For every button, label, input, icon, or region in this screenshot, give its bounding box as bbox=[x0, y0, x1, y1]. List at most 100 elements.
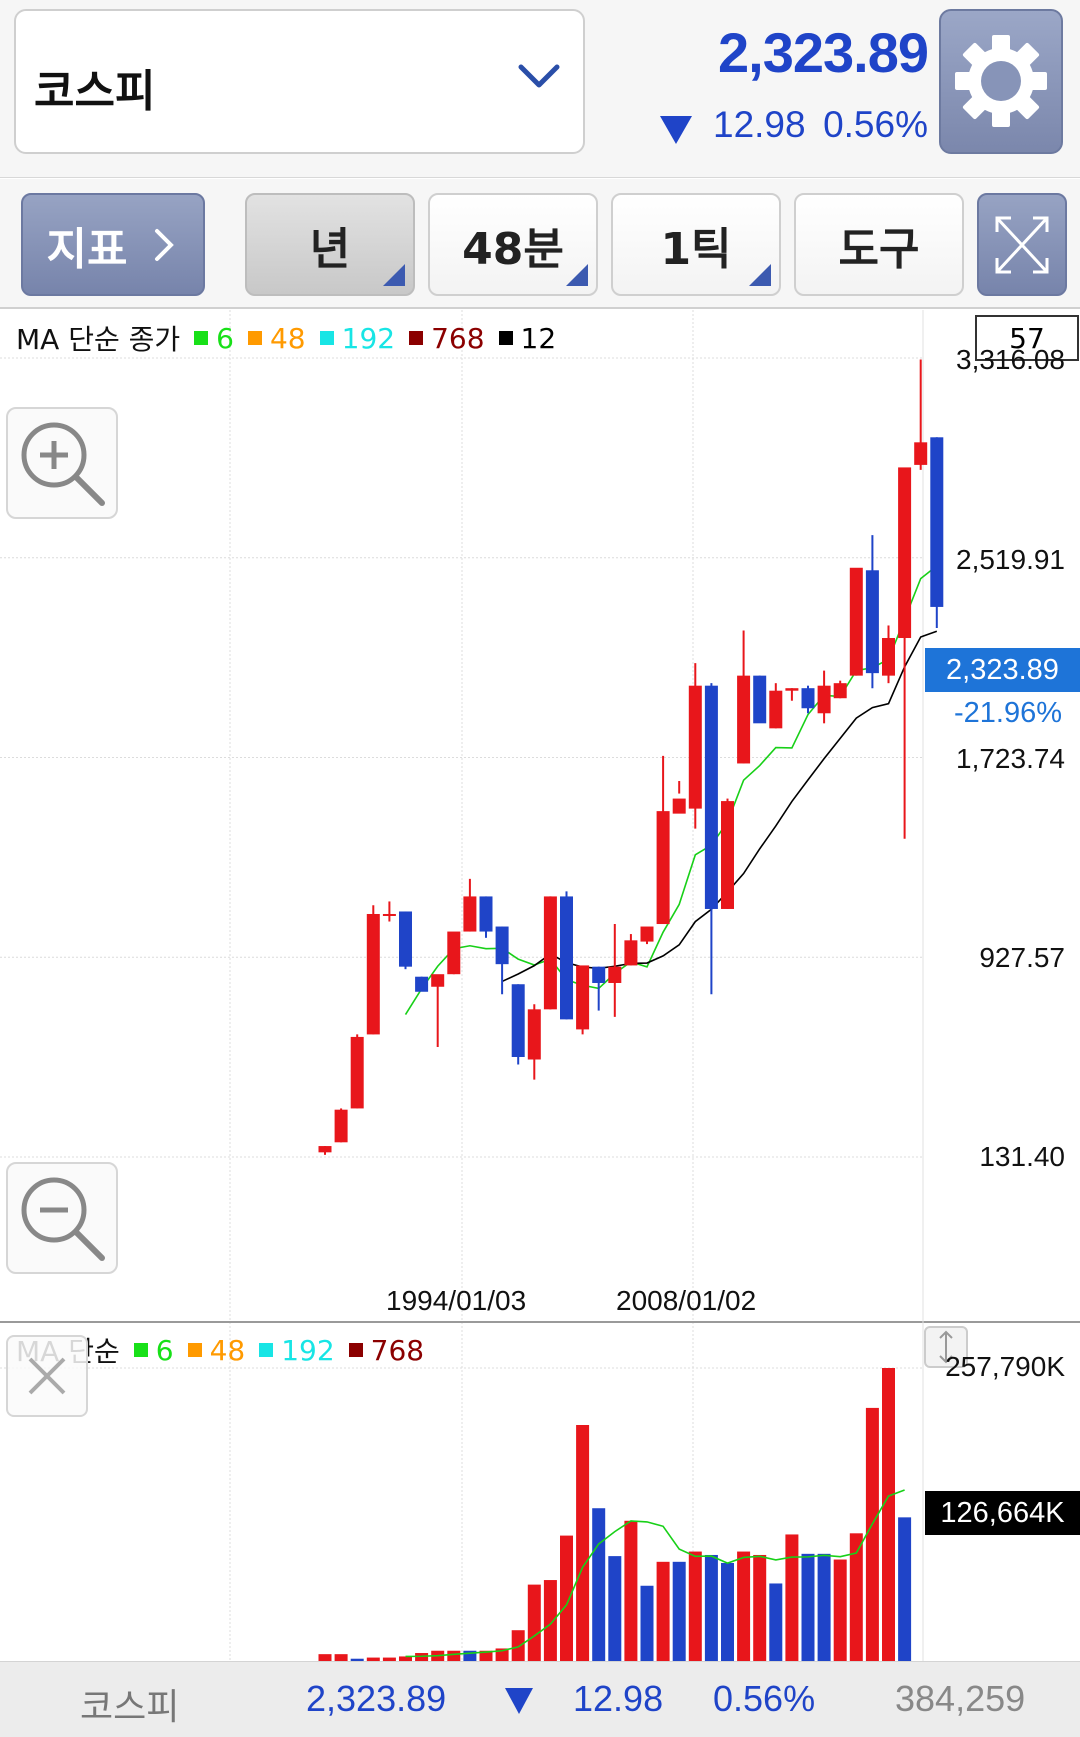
dropdown-corner-icon bbox=[566, 264, 588, 286]
chevron-right-icon bbox=[155, 228, 175, 261]
toolbar: 지표 년 48분 1틱 도구 bbox=[0, 179, 1080, 309]
volume-bar bbox=[656, 1561, 670, 1661]
candle-body bbox=[672, 798, 686, 814]
volume-bar bbox=[382, 1657, 396, 1661]
volume-bar bbox=[817, 1553, 831, 1661]
volume-bar bbox=[849, 1533, 863, 1661]
close-icon bbox=[28, 1357, 66, 1395]
volume-bar bbox=[769, 1583, 783, 1661]
candle-body bbox=[366, 913, 380, 1035]
price-change: 12.98 bbox=[713, 104, 806, 145]
current-price: 2,323.89 bbox=[718, 21, 929, 84]
chart-area[interactable]: MA 단순 종가 6 48 192 768 12 57 3,316.08 2,519.9… bbox=[0, 310, 1080, 1735]
candle-body bbox=[737, 675, 751, 764]
legend-swatch bbox=[187, 1343, 202, 1357]
volume-bar bbox=[737, 1551, 751, 1661]
volume-bar bbox=[688, 1551, 702, 1661]
candle-body bbox=[769, 690, 783, 729]
y-axis-label: 927.57 bbox=[979, 942, 1065, 973]
footer-symbol: 코스피 bbox=[80, 1686, 180, 1727]
candle-body bbox=[849, 567, 863, 676]
dropdown-corner-icon bbox=[749, 264, 771, 286]
minute-button[interactable]: 48분 bbox=[428, 193, 598, 296]
price-legend-prefix: MA 단순 종가 bbox=[16, 323, 181, 356]
candle-body bbox=[624, 940, 638, 966]
candle-body bbox=[318, 1146, 332, 1153]
candle-body bbox=[640, 926, 654, 942]
legend-label: 192 bbox=[281, 1333, 335, 1367]
down-triangle-icon bbox=[660, 116, 692, 144]
resize-handle[interactable] bbox=[924, 1326, 968, 1368]
volume-bar bbox=[479, 1650, 493, 1661]
candle-body bbox=[801, 688, 815, 709]
candle-body bbox=[865, 570, 879, 674]
period-year-button[interactable]: 년 bbox=[245, 193, 415, 296]
indicator-button[interactable]: 지표 bbox=[21, 193, 205, 296]
zoom-out-button[interactable] bbox=[6, 1162, 118, 1274]
x-axis-label: 2008/01/02 bbox=[616, 1285, 757, 1316]
volume-bar bbox=[318, 1654, 332, 1661]
dropdown-corner-icon bbox=[383, 264, 405, 286]
chart-canvas[interactable] bbox=[0, 310, 1080, 1661]
expand-button[interactable] bbox=[977, 193, 1067, 296]
volume-bar bbox=[576, 1425, 590, 1661]
ma-12-line bbox=[501, 630, 938, 983]
legend-label: 6 bbox=[155, 1333, 174, 1367]
candle-body bbox=[753, 675, 767, 724]
volume-bar bbox=[672, 1561, 686, 1661]
candle-body bbox=[721, 801, 734, 909]
zoom-out-icon bbox=[21, 1177, 105, 1261]
volume-bar bbox=[350, 1658, 364, 1661]
candle-body bbox=[447, 931, 461, 975]
volume-bar bbox=[543, 1580, 557, 1661]
candle-body bbox=[898, 467, 912, 639]
tools-label: 도구 bbox=[838, 223, 920, 275]
legend-swatch bbox=[409, 331, 424, 345]
gear-icon bbox=[955, 35, 1047, 127]
indicator-label: 지표 bbox=[46, 223, 128, 275]
legend-label: 768 bbox=[431, 321, 485, 355]
minute-label: 48분 bbox=[462, 223, 564, 275]
legend-swatch bbox=[194, 331, 209, 345]
candle-body bbox=[656, 811, 670, 925]
y-axis-label: 1,723.74 bbox=[956, 743, 1065, 774]
candle-body bbox=[608, 966, 622, 983]
volume-bar bbox=[640, 1585, 654, 1661]
candle-body bbox=[688, 685, 702, 809]
legend-label: 768 bbox=[370, 1333, 425, 1367]
candle-body bbox=[431, 974, 445, 987]
volume-top-label: 257,790K bbox=[945, 1351, 1065, 1382]
volume-bar bbox=[721, 1562, 734, 1661]
volume-bar bbox=[511, 1630, 525, 1661]
legend-label: 12 bbox=[520, 321, 557, 355]
zoom-in-button[interactable] bbox=[6, 407, 118, 519]
volume-bar bbox=[865, 1407, 879, 1661]
volume-bar bbox=[608, 1556, 622, 1661]
candle-body bbox=[576, 965, 590, 1030]
volume-bars bbox=[318, 1368, 912, 1661]
tools-button[interactable]: 도구 bbox=[794, 193, 964, 296]
volume-bar bbox=[366, 1657, 380, 1661]
footer-price: 2,323.89 bbox=[306, 1678, 447, 1719]
volume-bar bbox=[882, 1368, 895, 1661]
period-label: 년 bbox=[309, 223, 351, 275]
volume-bar bbox=[833, 1559, 847, 1661]
tick-button[interactable]: 1틱 bbox=[611, 193, 781, 296]
symbol-select[interactable]: 코스피 bbox=[14, 9, 585, 154]
candle-count-box[interactable]: 57 bbox=[975, 315, 1079, 361]
volume-bar bbox=[753, 1554, 767, 1661]
candle-body bbox=[399, 911, 412, 967]
candle-body bbox=[415, 976, 429, 992]
x-axis-label: 1994/01/03 bbox=[386, 1285, 527, 1316]
settings-button[interactable] bbox=[939, 9, 1063, 154]
close-volume-button[interactable] bbox=[6, 1335, 88, 1417]
candle-body bbox=[785, 688, 799, 691]
candle-body bbox=[527, 1009, 541, 1060]
candle-body bbox=[914, 442, 928, 465]
current-price-label: 2,323.89 bbox=[925, 648, 1080, 692]
volume-bar bbox=[624, 1520, 638, 1661]
volume-bar bbox=[334, 1654, 348, 1661]
legend-swatch bbox=[133, 1343, 148, 1357]
candle-body bbox=[463, 896, 477, 932]
footer-change-percent: 0.56% bbox=[713, 1678, 816, 1719]
